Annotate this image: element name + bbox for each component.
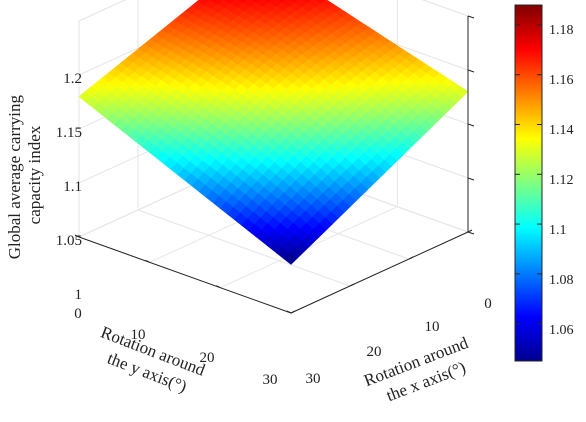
- z-tick-label: 1.05: [56, 233, 82, 249]
- colorbar-tick-label: 1.12: [549, 173, 574, 188]
- z-tick-label: 1.1: [63, 179, 82, 195]
- x-tick-label: 20: [367, 344, 382, 360]
- y-axis-line: [290, 231, 469, 314]
- x-tick-mark: [216, 285, 221, 289]
- colorbar: [514, 4, 543, 362]
- x-tick-label: 30: [306, 371, 321, 387]
- y-tick-label: 0: [74, 306, 82, 322]
- z-tick-label: 1: [75, 287, 83, 303]
- colorbar-tick-label: 1.08: [549, 273, 574, 288]
- z-axis-title: Global average carrying capacity index: [5, 91, 44, 260]
- x-tick-label: 10: [425, 319, 440, 335]
- y-tick-mark: [290, 310, 296, 314]
- colorbar-tick-labels: 1.06 1.08 1.1 1.12 1.14 1.16 1.18: [549, 23, 574, 338]
- surface: [78, 0, 469, 265]
- z-tick-label: 1.15: [56, 125, 82, 141]
- y-tick-mark: [349, 283, 355, 287]
- x-tick-labels: 0 10 20 30: [306, 296, 492, 387]
- z-tick-label: 1.2: [63, 71, 82, 87]
- z-tick-mark: [467, 15, 475, 19]
- x-tick-mark: [145, 259, 150, 263]
- colorbar-tick-label: 1.06: [549, 323, 574, 338]
- colorbar-tick-label: 1.14: [549, 123, 574, 138]
- x-tick-mark: [74, 234, 80, 238]
- colorbar-ticks: [515, 24, 542, 325]
- y-axis-title: Rotation around the y axis(°): [90, 323, 211, 402]
- y-tick-mark: [408, 256, 414, 260]
- y-tick-mark: [467, 229, 473, 233]
- colorbar-tick-label: 1.1: [549, 223, 567, 238]
- axes-front: [74, 15, 475, 314]
- z-tick-mark: [467, 69, 475, 73]
- x-tick-mark: [286, 310, 292, 314]
- y-tick-labels: 0 10 20 30: [74, 306, 277, 388]
- y-tick-label: 10: [131, 327, 146, 343]
- z-tick-mark: [467, 123, 475, 127]
- x-tick-label: 0: [484, 296, 492, 312]
- y-tick-label: 20: [200, 350, 215, 366]
- colorbar-tick-label: 1.16: [549, 73, 574, 88]
- y-tick-label: 30: [263, 372, 278, 388]
- z-tick-labels: 1 1.05 1.1 1.15 1.2: [56, 71, 82, 303]
- colorbar-tick-label: 1.18: [549, 23, 574, 38]
- z-tick-mark: [467, 177, 475, 181]
- x-axis-line: [78, 236, 292, 314]
- z-tick-mark: [467, 231, 475, 235]
- surface-patch: [283, 252, 298, 265]
